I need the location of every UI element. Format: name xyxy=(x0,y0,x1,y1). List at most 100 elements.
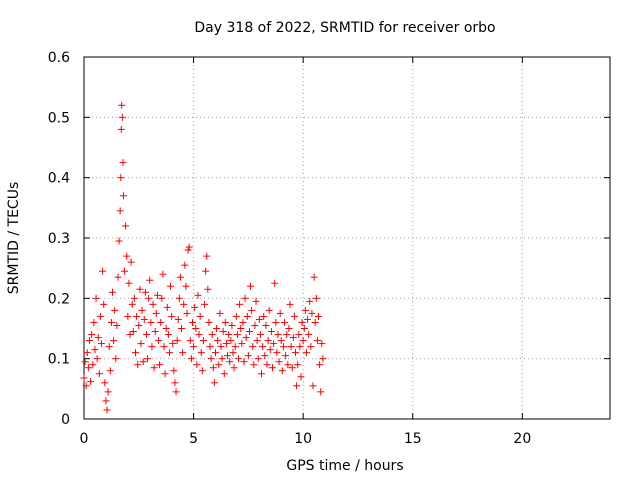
data-point xyxy=(306,297,314,305)
data-point xyxy=(293,382,301,390)
data-point xyxy=(141,288,149,296)
data-point xyxy=(278,367,286,375)
data-point xyxy=(203,252,211,260)
data-point xyxy=(179,349,187,357)
data-point xyxy=(159,270,167,278)
data-point xyxy=(268,364,276,372)
data-point xyxy=(245,328,253,336)
data-point xyxy=(157,318,165,326)
y-axis-label: SRMTID / TECUs xyxy=(6,182,22,295)
data-point xyxy=(126,331,134,339)
data-point xyxy=(216,309,224,317)
x-tick-label: 0 xyxy=(80,431,89,447)
data-point xyxy=(127,258,135,266)
data-point xyxy=(254,355,262,363)
data-point xyxy=(225,331,233,339)
plot-frame xyxy=(83,56,611,420)
data-point xyxy=(173,337,181,345)
data-point xyxy=(144,355,152,363)
data-point xyxy=(162,325,170,332)
data-point xyxy=(259,343,267,351)
data-point xyxy=(298,318,306,326)
data-point xyxy=(146,276,154,284)
data-point xyxy=(299,337,307,345)
data-point xyxy=(199,337,207,345)
data-point xyxy=(227,337,235,345)
grid-lines xyxy=(84,57,610,419)
chart-title: Day 318 of 2022, SRMTID for receiver orb… xyxy=(194,20,495,36)
data-point xyxy=(244,352,252,360)
data-point xyxy=(218,355,226,363)
data-point xyxy=(296,343,304,351)
data-point xyxy=(205,318,213,326)
data-point xyxy=(186,337,194,345)
data-point xyxy=(188,318,196,326)
x-tick-label: 20 xyxy=(513,431,531,447)
data-point xyxy=(163,303,171,311)
data-point xyxy=(274,331,282,339)
data-point xyxy=(300,325,308,332)
data-point xyxy=(81,358,89,366)
data-point xyxy=(113,321,121,329)
axes xyxy=(83,56,611,420)
data-point xyxy=(87,378,95,386)
data-point xyxy=(145,294,153,302)
data-point xyxy=(247,282,255,290)
data-point xyxy=(226,358,234,366)
data-point xyxy=(194,291,202,299)
data-point xyxy=(107,318,115,326)
data-point xyxy=(112,355,120,363)
data-point xyxy=(238,340,246,348)
data-point xyxy=(198,367,206,375)
data-point xyxy=(106,367,114,375)
data-point xyxy=(265,306,273,314)
data-point xyxy=(140,315,148,323)
data-point xyxy=(276,309,284,317)
data-point xyxy=(302,349,310,357)
data-point xyxy=(228,321,236,329)
data-point xyxy=(288,364,296,372)
data-point xyxy=(117,174,125,182)
data-point xyxy=(214,337,222,345)
data-point xyxy=(138,306,146,314)
data-point xyxy=(290,312,298,320)
data-point xyxy=(82,382,90,390)
data-point xyxy=(221,318,229,326)
data-point xyxy=(124,312,132,320)
data-point xyxy=(90,318,98,326)
data-point xyxy=(305,331,313,339)
data-point xyxy=(264,337,272,345)
data-point xyxy=(108,288,116,296)
data-point xyxy=(252,297,260,305)
data-point xyxy=(114,273,122,281)
data-point xyxy=(213,325,221,332)
data-point xyxy=(272,318,280,326)
data-point xyxy=(170,367,178,375)
data-point xyxy=(150,364,158,372)
data-point xyxy=(207,355,215,363)
data-point xyxy=(149,300,157,308)
data-point xyxy=(258,370,266,378)
data-point xyxy=(277,337,285,345)
data-point xyxy=(175,294,183,302)
data-point xyxy=(137,340,145,348)
data-point xyxy=(242,334,250,342)
data-point xyxy=(230,364,238,372)
data-point xyxy=(310,273,318,281)
data-point xyxy=(248,306,256,314)
x-axis-label: GPS time / hours xyxy=(286,458,403,474)
data-point xyxy=(236,300,244,308)
data-point xyxy=(139,358,147,366)
data-point xyxy=(89,361,97,369)
data-point xyxy=(240,358,248,366)
data-point xyxy=(301,306,309,314)
data-point xyxy=(121,267,129,275)
data-point xyxy=(128,300,136,308)
data-point xyxy=(164,331,172,339)
data-point xyxy=(281,318,289,326)
tick-labels: 0 5 10 15 20 0 0.1 0.2 0.3 0.4 0.5 0.6 xyxy=(48,50,532,447)
data-point xyxy=(180,300,188,308)
data-point xyxy=(91,346,99,354)
data-point xyxy=(270,340,278,348)
